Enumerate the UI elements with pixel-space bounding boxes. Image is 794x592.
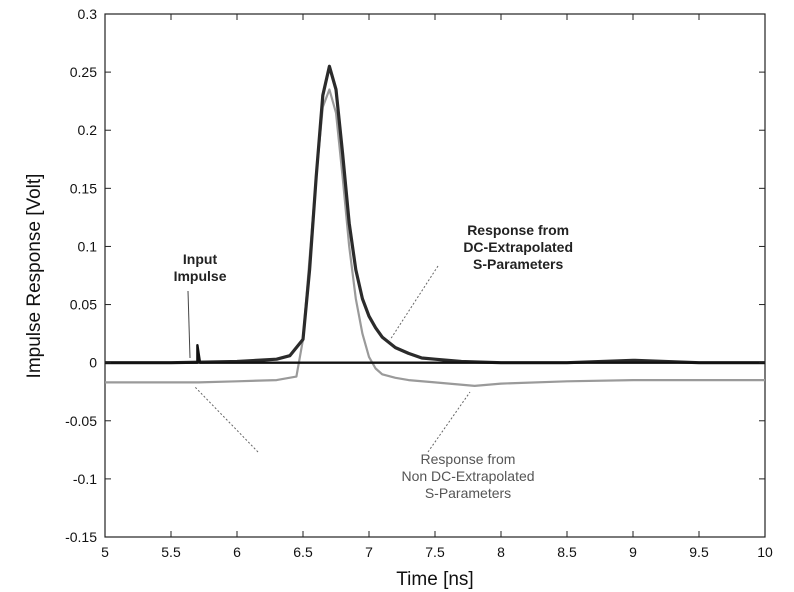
x-tick-label: 10 — [757, 544, 773, 560]
x-tick-label: 8 — [497, 544, 505, 560]
y-tick-label: 0.3 — [78, 6, 98, 22]
x-tick-label: 9.5 — [689, 544, 709, 560]
y-tick-label: 0.15 — [70, 180, 97, 196]
y-tick-label: 0 — [89, 355, 97, 371]
x-tick-label: 9 — [629, 544, 637, 560]
y-tick-label: -0.05 — [65, 413, 97, 429]
x-tick-label: 5.5 — [161, 544, 181, 560]
x-tick-label: 8.5 — [557, 544, 577, 560]
series-input-impulse-line — [105, 344, 765, 364]
tick-labels: 5 5.5 6 6.5 7 7.5 8 8.5 9 9.5 10 -0.15 -0.1 -0.05 0 0.0… — [65, 6, 773, 560]
axis-ticks — [104, 13, 766, 538]
x-tick-label: 7.5 — [425, 544, 445, 560]
x-tick-label: 7 — [365, 544, 373, 560]
series-non-dc-extrapolated-line — [105, 88, 765, 387]
annotation-input-impulse-line: Impulse — [174, 268, 227, 284]
leader-non-dc-right — [427, 391, 471, 453]
leader-input-impulse — [187, 290, 191, 359]
plot-area — [104, 13, 766, 538]
y-tick-label: 0.05 — [70, 297, 97, 313]
leader-non-dc-left — [194, 386, 259, 453]
annotation-leader-lines — [187, 265, 471, 453]
y-tick-label: 0.25 — [70, 64, 97, 80]
y-tick-label: -0.1 — [73, 471, 97, 487]
y-tick-label: -0.15 — [65, 529, 97, 545]
leader-dc-extrapolated — [389, 265, 439, 341]
x-tick-label: 5 — [101, 544, 109, 560]
annotation-dc-extrapolated-line: S-Parameters — [473, 256, 563, 272]
annotation-non-dc-extrapolated-line: Non DC-Extrapolated — [401, 468, 534, 484]
x-axis-title: Time [ns] — [396, 569, 473, 590]
series-layer — [105, 64, 765, 387]
annotation-non-dc-extrapolated-line: Response from — [421, 451, 516, 467]
annotation-input-impulse-line: Input — [183, 251, 218, 267]
x-tick-label: 6.5 — [293, 544, 313, 560]
annotation-dc-extrapolated-line: Response from — [467, 222, 569, 238]
annotation-dc-extrapolated-line: DC-Extrapolated — [463, 239, 573, 255]
x-tick-label: 6 — [233, 544, 241, 560]
y-tick-label: 0.1 — [78, 238, 98, 254]
y-axis-title: Impulse Response [Volt] — [24, 174, 45, 379]
y-tick-label: 0.2 — [78, 122, 98, 138]
annotation-non-dc-extrapolated-line: S-Parameters — [425, 485, 511, 501]
